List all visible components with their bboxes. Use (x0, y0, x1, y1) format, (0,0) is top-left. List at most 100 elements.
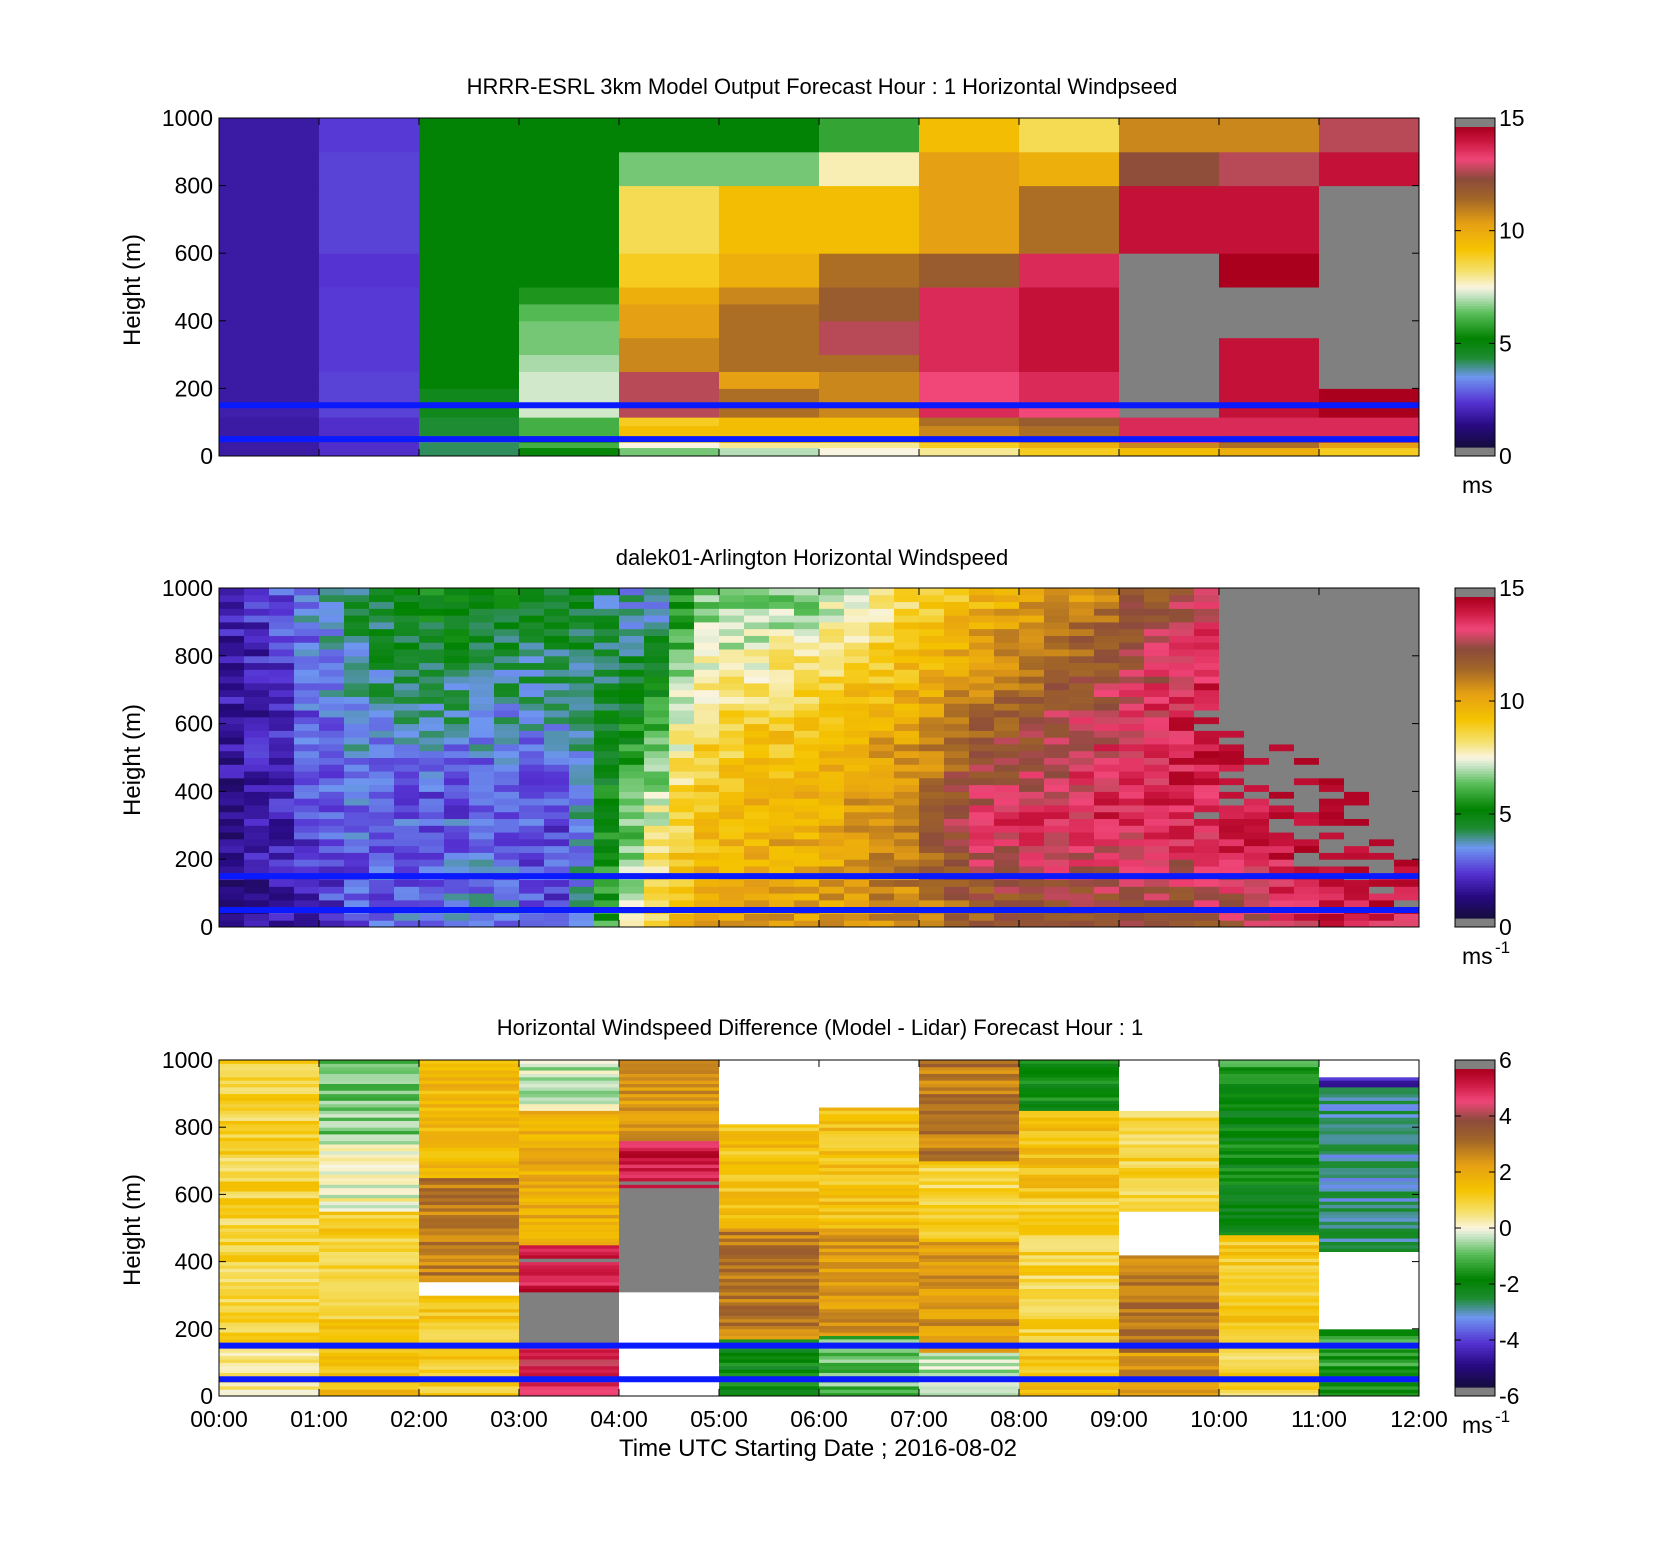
colorbar-unit-exponent: -1 (1495, 1407, 1510, 1426)
diff-cell (919, 1137, 1020, 1142)
model-cell (819, 320, 920, 339)
lidar-cell (919, 750, 945, 758)
model-cell (219, 354, 320, 372)
diff-cell (1119, 1194, 1220, 1199)
lidar-cell (444, 743, 470, 752)
lidar-cell (694, 655, 720, 664)
lidar-cell (394, 852, 420, 860)
diff-cell (319, 1318, 420, 1323)
colorbar-band (1455, 1254, 1495, 1258)
lidar-cell (1094, 689, 1120, 697)
lidar-cell (494, 682, 520, 691)
lidar-cell (419, 865, 445, 874)
lidar-cell (319, 777, 345, 786)
lidar-cell (1069, 730, 1095, 738)
lidar-cell (1144, 601, 1170, 609)
lidar-cell (1219, 669, 1245, 677)
lidar-cell (219, 865, 245, 874)
diff-cell (519, 1211, 620, 1216)
diff-cell (619, 1362, 720, 1367)
diff-cell (919, 1365, 1020, 1370)
lidar-cell (619, 588, 645, 596)
diff-cell (419, 1268, 520, 1273)
colorbar-band (1455, 1140, 1495, 1144)
diff-cell (819, 1318, 920, 1323)
lidar-cell (1019, 710, 1045, 718)
diff-cell (819, 1352, 920, 1357)
lidar-cell (444, 899, 470, 908)
lidar-cell (344, 777, 370, 786)
lidar-cell (744, 676, 770, 684)
lidar-cell (319, 865, 345, 874)
lidar-cell (1119, 859, 1145, 867)
diff-cell (619, 1150, 720, 1155)
diff-cell (1119, 1278, 1220, 1283)
lidar-cell (1169, 730, 1195, 738)
diff-cell (319, 1332, 420, 1337)
lidar-cell (819, 764, 845, 772)
diff-cell (1319, 1157, 1420, 1162)
lidar-cell (844, 655, 870, 664)
model-cell (619, 417, 720, 427)
lidar-cell (1094, 859, 1120, 867)
diff-cell (719, 1211, 820, 1216)
lidar-cell (944, 710, 970, 718)
diff-cell (1019, 1382, 1120, 1387)
diff-cell (319, 1217, 420, 1222)
lidar-cell (1194, 838, 1220, 847)
lidar-cell (1219, 899, 1245, 908)
lidar-cell (669, 879, 695, 887)
lidar-cell (919, 791, 945, 799)
lidar-cell (869, 682, 895, 691)
diff-cell (319, 1365, 420, 1370)
lidar-cell (394, 777, 420, 786)
lidar-cell (819, 757, 845, 765)
lidar-cell (369, 798, 395, 806)
lidar-cell (744, 886, 770, 894)
lidar-cell (644, 703, 670, 711)
colorbar-band (1455, 1294, 1495, 1298)
diff-cell (1319, 1174, 1420, 1179)
colorbar-band (1455, 1334, 1495, 1338)
lidar-cell (469, 777, 495, 786)
lidar-cell (1319, 825, 1345, 833)
lidar-cell (1219, 886, 1245, 894)
lidar-cell (1044, 859, 1070, 867)
diff-cell (719, 1164, 820, 1169)
colorbar-missing-cap (1455, 1060, 1495, 1069)
diff-cell (719, 1295, 820, 1300)
lidar-cell (1244, 784, 1270, 792)
lidar-cell (569, 723, 595, 731)
lidar-cell (994, 642, 1020, 650)
lidar-cell (1269, 757, 1295, 765)
diff-cell (219, 1184, 320, 1189)
lidar-cell (1119, 825, 1145, 833)
lidar-cell (894, 696, 920, 704)
diff-cell (1319, 1184, 1420, 1189)
colorbar-band (1455, 436, 1495, 440)
lidar-cell (1069, 588, 1095, 596)
diff-cell (819, 1298, 920, 1303)
colorbar-band (1455, 356, 1495, 360)
lidar-cell (919, 757, 945, 765)
lidar-cell (819, 628, 845, 636)
lidar-cell (444, 662, 470, 670)
diff-cell (519, 1194, 620, 1199)
lidar-cell (894, 716, 920, 725)
diff-cell (1319, 1328, 1420, 1333)
diff-cell (1319, 1197, 1420, 1202)
lidar-cell (294, 764, 320, 772)
lidar-cell (294, 913, 320, 921)
diff-cell (219, 1204, 320, 1209)
lidar-cell (344, 588, 370, 596)
lidar-cell (1044, 771, 1070, 779)
lidar-cell (519, 676, 545, 684)
diff-cell (319, 1157, 420, 1162)
lidar-cell (644, 676, 670, 684)
model-cell (319, 253, 420, 288)
lidar-cell (244, 710, 270, 718)
lidar-cell (1269, 608, 1295, 616)
lidar-cell (719, 865, 745, 874)
lidar-cell (769, 899, 795, 908)
model-cell (819, 354, 920, 372)
